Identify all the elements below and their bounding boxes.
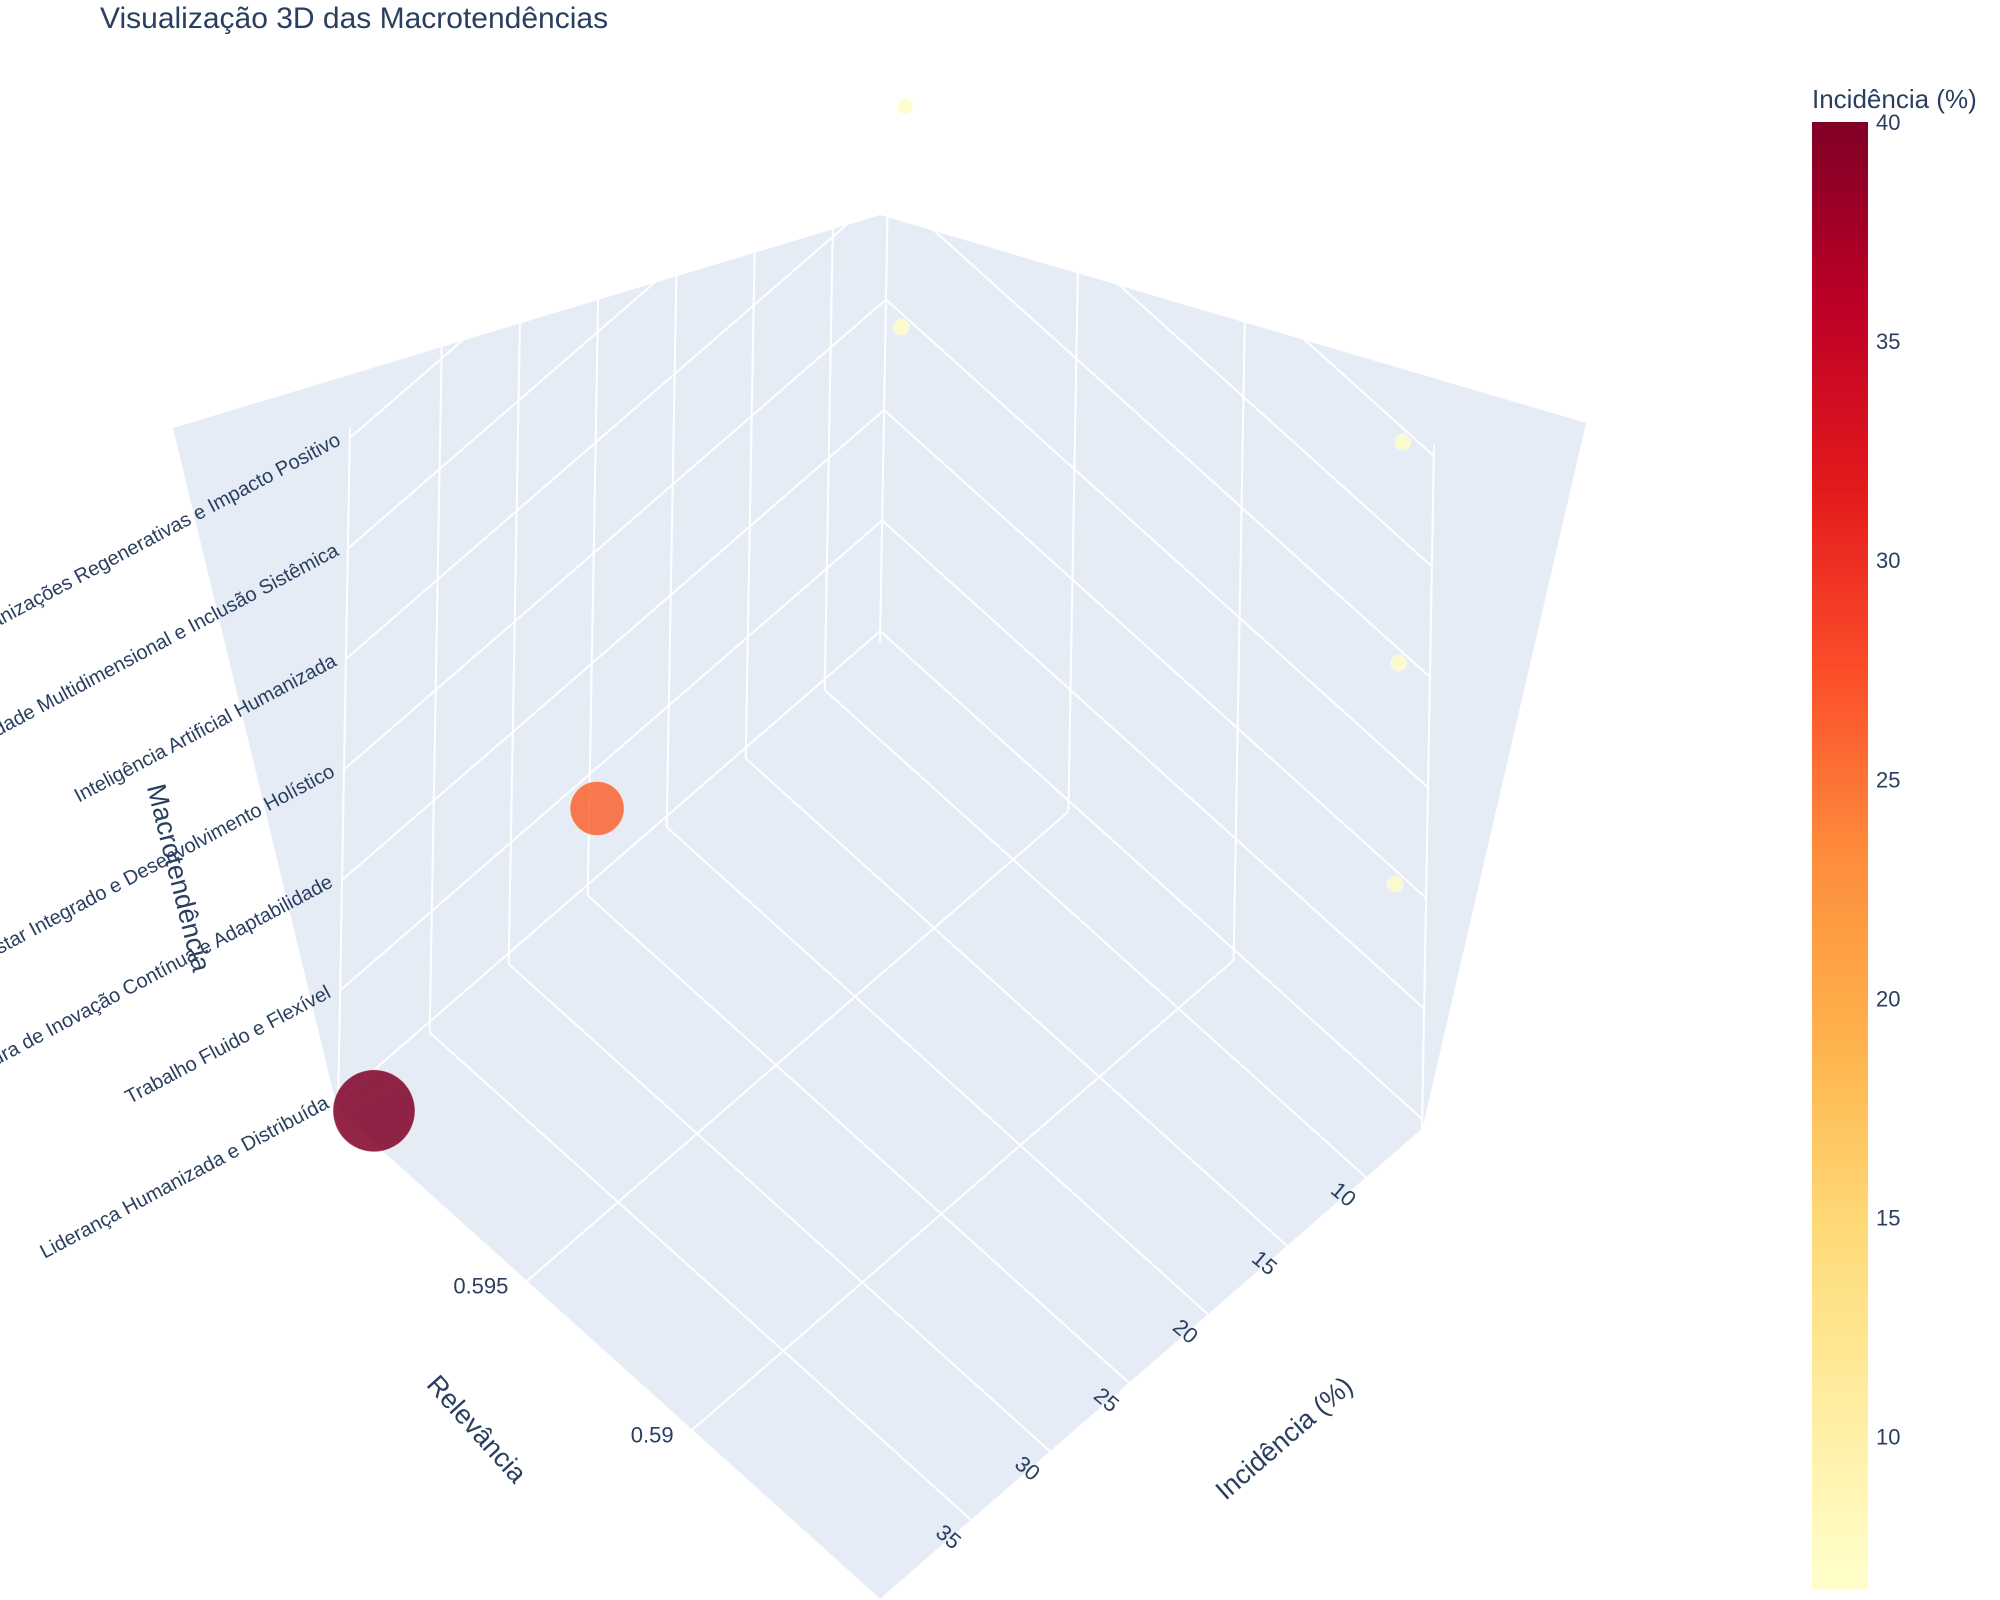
gridline-macrotendencia: [343, 298, 887, 771]
macrotendencia-tick-label: Cultura de Inovação Contínua e Adaptabil…: [0, 871, 336, 1087]
colorbar-tick-label: 15: [1876, 1206, 1900, 1231]
gridline-macrotendencia: [887, 188, 1431, 678]
marker-point[interactable]: [1386, 875, 1404, 893]
colorbar-tick-label: 20: [1876, 986, 1900, 1011]
gridline-incidencia: [587, 894, 1131, 1385]
gridline-macrotendencia: [885, 298, 1429, 789]
scene-planes: [173, 215, 1586, 1600]
colorbar-ticks: 10 15 20 25 30 35 40: [1876, 110, 1900, 1450]
gridline-incidencia: [745, 757, 1289, 1248]
marker-point[interactable]: [896, 97, 914, 115]
chart-title: Visualização 3D das Macrotendências: [100, 2, 609, 35]
markers[interactable]: [332, 97, 1412, 1153]
edge: [337, 1111, 881, 1600]
back-left-plane: [173, 215, 892, 1112]
gridline-relevancia: [690, 959, 1235, 1432]
gridline-macrotendencia: [879, 630, 1423, 1120]
colorbar-tick-label: 25: [1876, 767, 1900, 792]
y-axis-title: Incidência (%): [1210, 1371, 1359, 1506]
relevancia-tick-label: 0.59: [631, 1422, 674, 1447]
floor-plane: [338, 845, 1422, 1600]
gridlines: [337, 0, 1435, 1600]
marker-point[interactable]: [332, 1069, 416, 1153]
gridline-macrotendencia: [883, 409, 1427, 899]
gridline-macrotendencia: [889, 77, 1433, 568]
colorbar-tick-label: 40: [1876, 110, 1900, 135]
gridline-macrotendencia: [337, 630, 881, 1102]
gridline-incidencia: [824, 689, 1368, 1179]
marker-point[interactable]: [1390, 654, 1408, 672]
colorbar-gradient: [1812, 122, 1868, 1590]
macrotendencia-tick-label: Trabalho Fluido e Flexível: [122, 981, 335, 1108]
macrotendencia-tick-label: Liderança Humanizada e Distribuída: [37, 1092, 334, 1264]
colorbar: Incidência (%) 10 15 20 25 30 35 40: [1812, 84, 1977, 1590]
edge: [879, 1129, 1423, 1600]
relevancia-tick-label: 0.595: [453, 1274, 508, 1299]
colorbar-tick-label: 35: [1876, 329, 1900, 354]
gridline-macrotendencia: [881, 519, 1425, 1010]
edge: [1421, 444, 1435, 1131]
gridline-relevancia: [525, 810, 1070, 1283]
gridline-incidencia: [508, 963, 1052, 1453]
marker-point[interactable]: [1394, 433, 1412, 451]
gridline-macrotendencia: [349, 0, 857, 439]
marker-point[interactable]: [892, 318, 910, 336]
gridline-macrotendencia: [925, 0, 1435, 457]
gridline-macrotendencia: [345, 188, 889, 660]
gridline-macrotendencia: [347, 77, 891, 550]
edge: [879, 0, 893, 643]
gridline-macrotendencia: [339, 519, 883, 992]
colorbar-tick-label: 10: [1876, 1425, 1900, 1450]
marker-point[interactable]: [569, 781, 625, 836]
x-axis-title: Relevância: [421, 1369, 533, 1489]
gridline-incidencia: [666, 826, 1210, 1316]
colorbar-tick-label: 30: [1876, 548, 1900, 573]
relevancia-ticks: 0.59 0.595: [453, 1274, 673, 1448]
edge: [337, 426, 351, 1113]
gridline-macrotendencia: [341, 409, 885, 881]
colorbar-title: Incidência (%): [1812, 84, 1977, 114]
gridline-incidencia: [429, 1031, 973, 1522]
